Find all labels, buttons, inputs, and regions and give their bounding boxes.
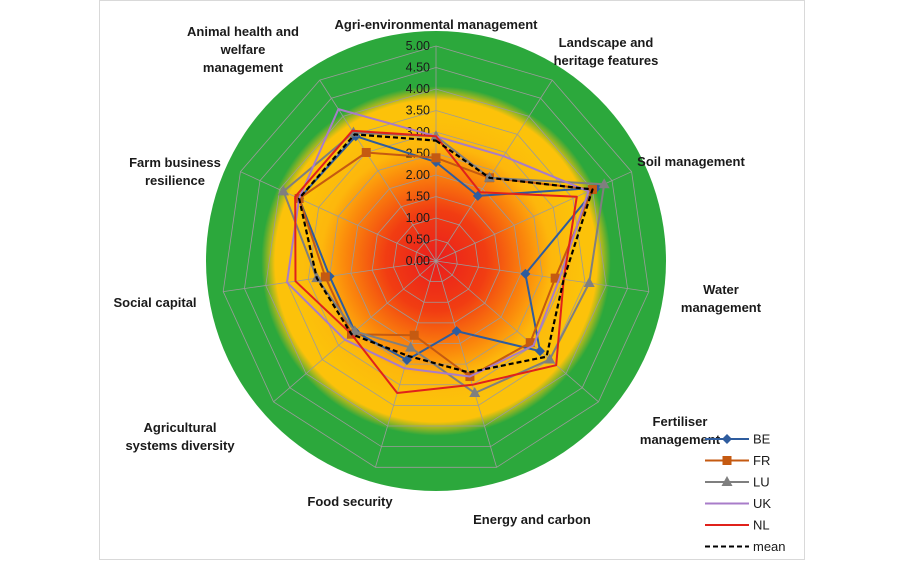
axis-label: Water management: [681, 282, 762, 315]
data-point-be: [534, 346, 545, 357]
series-mean: [298, 133, 594, 374]
data-point-be: [451, 326, 462, 337]
axis-label: Energy and carbon: [473, 512, 591, 527]
data-point-lu: [583, 277, 595, 288]
legend-item-uk: UK: [705, 496, 771, 511]
tick-label: 2.00: [406, 168, 430, 182]
legend-label: LU: [753, 475, 770, 490]
data-point-fr: [409, 330, 419, 340]
legend-label: mean: [753, 539, 786, 554]
grid-spoke: [435, 260, 599, 403]
legend-marker: [722, 456, 732, 465]
data-point-fr: [525, 338, 535, 348]
series-line-nl: [294, 129, 578, 394]
data-point-lu: [544, 353, 556, 364]
series-layer: [277, 108, 610, 398]
data-point-fr: [320, 272, 330, 282]
tick-labels: 0.000.501.001.502.002.503.003.504.004.50…: [406, 39, 430, 268]
axis-label: Agricultural systems diversity: [125, 420, 235, 453]
grid-spoke: [435, 260, 497, 468]
grid-ring: [329, 153, 543, 365]
legend-item-fr: FR: [705, 453, 770, 468]
data-point-fr: [361, 147, 371, 157]
series-line-lu: [282, 131, 606, 394]
axis-label: Social capital: [113, 295, 196, 310]
tick-label: 3.50: [406, 104, 430, 118]
legend-label: BE: [753, 432, 771, 447]
data-point-fr: [431, 153, 441, 163]
chart-frame: 0.00 0.50 1.00 1.50 2.00 2.50 3.00 3.50 4.00 4.50…: [99, 0, 805, 560]
grid-ring: [393, 217, 479, 303]
grid-spoke: [435, 79, 553, 262]
data-point-fr: [550, 273, 560, 283]
legend-label: UK: [753, 496, 771, 511]
radar-chart: 0.000.501.001.502.002.503.003.504.004.50…: [113, 17, 786, 554]
data-point-lu: [598, 178, 610, 189]
data-point-be: [520, 268, 531, 279]
data-point-lu: [349, 325, 361, 336]
axis-label: Food security: [307, 494, 393, 509]
data-point-lu: [469, 387, 481, 398]
axis-label: Fertiliser management: [640, 414, 721, 447]
axis-labels: Agri-environmental management Landscape a…: [113, 17, 761, 527]
axis-label: Agri-environmental management: [335, 17, 539, 32]
legend: BE FR LU UK NL mean: [705, 432, 786, 554]
data-point-lu: [405, 341, 417, 352]
axis-label: Farm business resilience: [129, 155, 221, 188]
grid-ring: [414, 239, 458, 283]
series-line-fr: [298, 151, 594, 378]
legend-marker: [721, 476, 733, 486]
tick-label: 1.50: [406, 190, 430, 204]
legend-marker: [722, 434, 732, 444]
grid-spoke: [375, 260, 437, 468]
legend-label: FR: [753, 453, 770, 468]
grid-ring: [265, 88, 607, 427]
grid-ring: [371, 196, 501, 324]
legend-item-be: BE: [705, 432, 771, 447]
tick-label: 0.00: [406, 254, 430, 268]
data-point-lu: [277, 185, 289, 196]
axis-label: Soil management: [637, 154, 745, 169]
legend-item-lu: LU: [705, 475, 770, 490]
grid-ring: [244, 67, 628, 448]
legend-item-nl: NL: [705, 518, 770, 533]
grid-ring: [307, 131, 565, 386]
axis-label: Animal health and welfare management: [187, 24, 299, 75]
grid-spoke: [435, 260, 649, 292]
tick-label: 5.00: [406, 39, 430, 53]
tick-label: 0.50: [406, 233, 430, 247]
data-point-be: [472, 190, 483, 201]
data-point-be: [401, 355, 412, 366]
tick-label: 4.00: [406, 82, 430, 96]
tick-label: 1.00: [406, 211, 430, 225]
series-line-mean: [298, 133, 594, 374]
series-nl: [294, 129, 578, 394]
tick-label: 4.50: [406, 61, 430, 75]
grid-ring: [222, 45, 650, 468]
legend-label: NL: [753, 518, 770, 533]
axis-label: Landscape and heritage features: [554, 35, 659, 68]
grid-spoke: [240, 171, 437, 262]
legend-item-mean: mean: [705, 539, 786, 554]
